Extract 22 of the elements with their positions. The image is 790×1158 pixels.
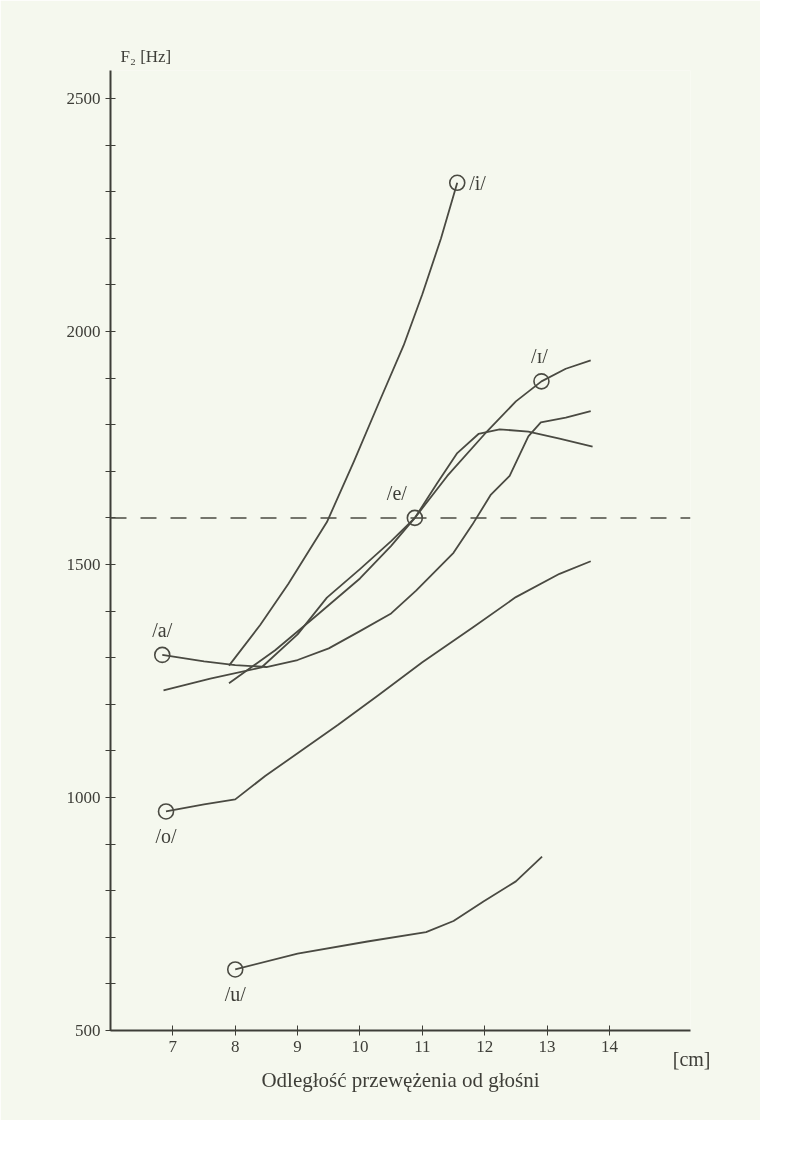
annotation: /ɪ/ [531, 345, 549, 368]
annotation: /e/ [386, 481, 408, 504]
x-tick-label: 8 [230, 1036, 240, 1056]
annotation: /i/ [469, 171, 487, 194]
text: [cm] [672, 1047, 711, 1070]
x-tick-label: 9 [293, 1036, 302, 1056]
x-tick-label: 12 [476, 1036, 494, 1056]
x-axis-title: Odległość przewężenia od głośni [261, 1067, 540, 1092]
annotation: /u/ [224, 983, 247, 1006]
y-tick-label: 2000 [66, 321, 101, 341]
y-tick-label: 1000 [66, 787, 101, 807]
x-tick-label: 13 [538, 1036, 556, 1056]
annotation: /o/ [155, 825, 178, 848]
y-tick-label: 2500 [66, 88, 101, 108]
y-axis-title: F₂ [Hz] [120, 46, 172, 66]
x-tick-label: 7 [168, 1036, 178, 1056]
annotation: /a/ [152, 618, 173, 641]
y-tick-label: 1500 [66, 554, 101, 574]
x-tick-label: 14 [600, 1036, 619, 1056]
y-tick-label: 500 [75, 1021, 101, 1040]
x-tick-label: 11 [414, 1036, 431, 1056]
x-tick-label: 10 [351, 1036, 369, 1056]
